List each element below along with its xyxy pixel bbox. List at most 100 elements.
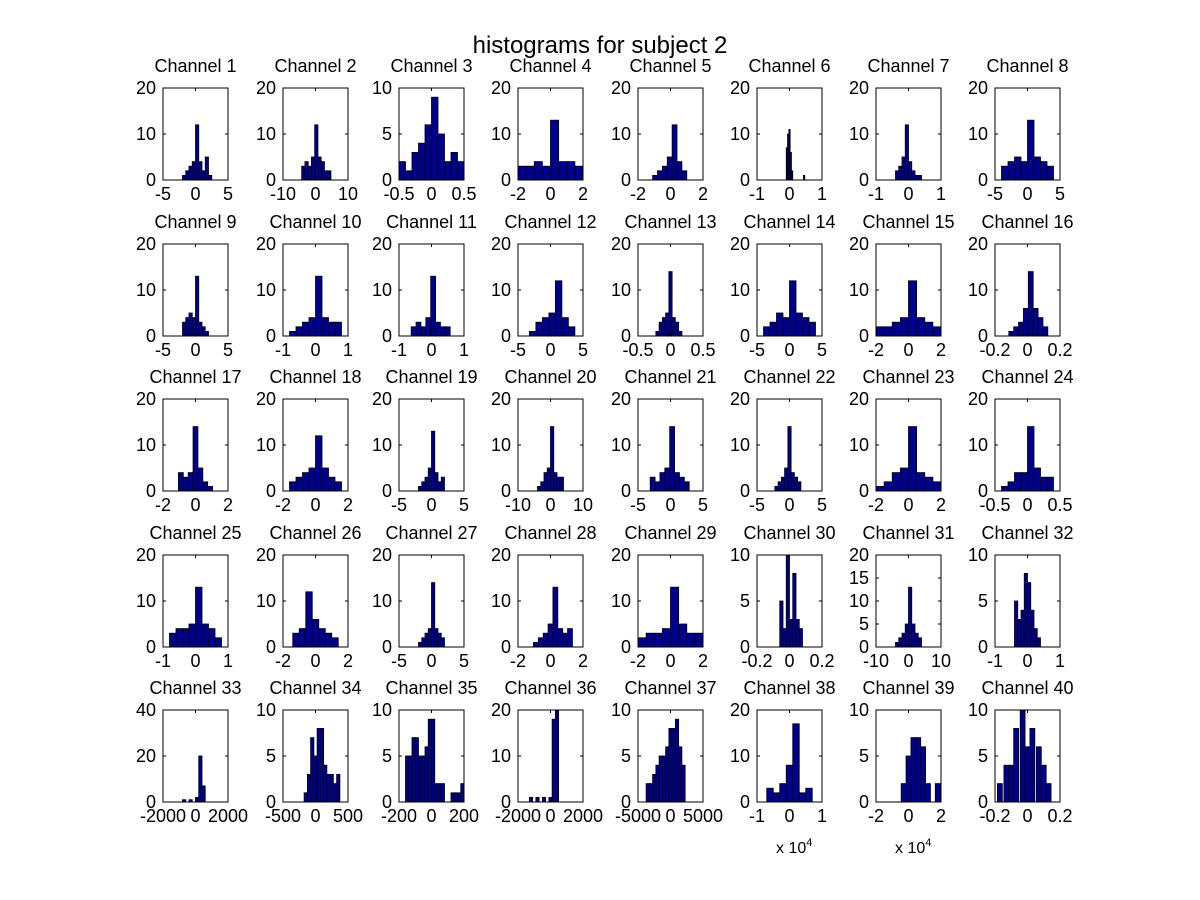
histogram-bar — [298, 628, 307, 648]
histogram-bar — [924, 321, 934, 337]
histogram-bar — [517, 165, 527, 181]
x-tick-label: 0.5 — [690, 340, 715, 360]
histogram-bar — [901, 156, 906, 181]
y-tick-label: 0 — [382, 481, 392, 501]
histogram-bar — [533, 161, 543, 181]
x-scale-label: x 104 — [895, 837, 931, 857]
y-tick-label: 10 — [849, 700, 869, 720]
histogram-bar — [652, 174, 658, 181]
panel-title: Channel 38 — [743, 678, 835, 698]
histogram-bar — [883, 326, 893, 337]
histogram-bar — [574, 165, 584, 181]
histogram-bar — [440, 783, 445, 803]
x-tick-label: -1 — [749, 184, 765, 204]
panel-title: Channel 30 — [743, 523, 835, 543]
histogram-bar — [314, 124, 319, 181]
x-tick-label: 0 — [665, 495, 675, 515]
y-tick-label: 20 — [849, 234, 869, 254]
histogram-bar — [450, 151, 458, 181]
histogram-bar — [678, 746, 683, 803]
x-tick-label: 2 — [698, 651, 708, 671]
histogram-bar — [542, 632, 549, 648]
y-tick-label: 0 — [978, 637, 988, 657]
x-tick-label: -5 — [155, 340, 171, 360]
x-tick-label: 0 — [310, 651, 320, 671]
x-tick-label: -0.2 — [741, 651, 772, 671]
histogram-bar — [331, 637, 339, 648]
x-tick-label: 0 — [903, 340, 913, 360]
x-tick-label: -1 — [155, 651, 171, 671]
histogram-bar — [418, 485, 423, 492]
histogram-bar — [763, 326, 771, 337]
x-tick-label: 0 — [903, 495, 913, 515]
y-tick-label: 5 — [978, 746, 988, 766]
histogram-bar — [666, 156, 673, 181]
x-tick-label: 2 — [936, 340, 946, 360]
histogram-bar — [777, 481, 782, 492]
y-tick-label: 40 — [136, 700, 156, 720]
axes-box — [162, 709, 229, 803]
histogram-bar — [661, 755, 667, 803]
y-tick-label: 10 — [256, 124, 276, 144]
x-tick-label: 0 — [665, 340, 675, 360]
histogram-bar — [668, 728, 673, 803]
x-tick-label: 5 — [459, 651, 469, 671]
panel-title: Channel 32 — [981, 523, 1073, 543]
y-tick-label: 10 — [256, 435, 276, 455]
y-tick-label: 10 — [730, 545, 750, 565]
histogram-bar — [661, 628, 671, 648]
histogram-bar — [808, 321, 816, 337]
x-tick-label: -5000 — [615, 806, 661, 826]
x-tick-label: -5 — [510, 340, 526, 360]
histogram-bar — [769, 321, 777, 337]
y-tick-label: 20 — [372, 389, 392, 409]
histogram-bar — [789, 280, 797, 337]
panel-title: Channel 31 — [862, 523, 954, 543]
histogram-bar — [566, 161, 576, 181]
histogram-bar — [911, 170, 916, 181]
x-tick-label: 0 — [190, 651, 200, 671]
histogram-bar — [904, 124, 909, 181]
y-tick-label: 10 — [611, 280, 631, 300]
y-tick-label: 0 — [621, 792, 631, 812]
panel-title: Channel 8 — [986, 56, 1068, 76]
histogram-bar — [798, 628, 803, 648]
histogram-bar — [295, 476, 303, 492]
y-tick-label: 20 — [256, 78, 276, 98]
histogram-bar — [192, 426, 199, 492]
histogram-bar — [424, 746, 429, 803]
histogram-bar — [208, 174, 213, 181]
histogram-bar — [408, 755, 413, 803]
histogram-bar — [1020, 609, 1025, 648]
histogram-bar — [547, 623, 554, 648]
histogram-bar — [791, 170, 794, 181]
y-tick-label: 0 — [501, 481, 511, 501]
panel-title: Channel 29 — [624, 523, 716, 543]
histogram-bar — [665, 312, 670, 337]
histogram-bar — [430, 275, 436, 337]
x-tick-label: 0 — [784, 340, 794, 360]
histogram-bar — [437, 783, 442, 803]
histogram-bar — [201, 326, 206, 337]
histogram-bar — [681, 764, 686, 803]
histogram-bar — [398, 161, 406, 181]
y-tick-label: 10 — [372, 78, 392, 98]
histogram-bar — [637, 637, 647, 648]
histogram-bar — [420, 326, 427, 337]
panel-title: Channel 12 — [504, 212, 596, 232]
x-tick-label: 1 — [817, 184, 827, 204]
x-tick-label: -2 — [630, 184, 646, 204]
histogram-bar — [674, 718, 680, 803]
y-tick-label: 0 — [740, 170, 750, 190]
y-tick-label: 0 — [146, 637, 156, 657]
y-tick-label: 20 — [256, 234, 276, 254]
histogram-bar — [550, 119, 560, 181]
histogram-bar — [908, 586, 913, 648]
y-tick-label: 20 — [611, 545, 631, 565]
histogram-bar — [795, 312, 803, 337]
x-tick-label: 2 — [343, 495, 353, 515]
